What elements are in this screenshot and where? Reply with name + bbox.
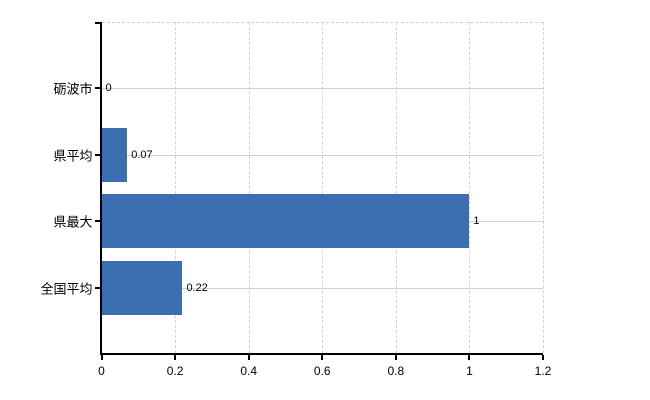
vertical-gridline: [322, 22, 324, 353]
y-tick: [94, 287, 101, 289]
value-label: 0: [105, 82, 112, 94]
x-tick: [321, 355, 324, 360]
category-label: 県最大: [53, 214, 93, 230]
bar: [101, 261, 183, 315]
category-label: 砺波市: [53, 81, 93, 97]
x-tick: [542, 355, 544, 360]
value-label: 0.07: [131, 148, 153, 161]
x-tick-label: 0.8: [387, 364, 405, 378]
y-axis: [99, 22, 102, 355]
value-label: 0.22: [186, 282, 208, 294]
y-tick: [94, 153, 101, 156]
horizontal-gridline: [101, 88, 543, 89]
bar: [101, 127, 128, 182]
x-tick-label: 1.2: [534, 364, 552, 378]
x-tick-label: 0: [98, 364, 105, 378]
value-label: 1: [473, 215, 480, 228]
vertical-gridline: [175, 22, 177, 353]
category-label: 県平均: [53, 148, 93, 164]
x-tick: [468, 355, 471, 360]
vertical-gridline: [248, 22, 250, 353]
y-tick: [94, 87, 101, 89]
x-axis: [99, 353, 543, 355]
vertical-gridline: [395, 22, 397, 353]
x-tick: [247, 355, 250, 360]
x-tick: [100, 355, 103, 360]
horizontal-gridline: [101, 288, 543, 289]
horizontal-gridline: [101, 154, 543, 156]
x-tick: [174, 355, 177, 360]
vertical-gridline: [469, 22, 471, 353]
category-label: 全国平均: [40, 281, 93, 297]
y-axis-top-tick: [94, 22, 101, 24]
bar: [101, 194, 470, 249]
vertical-gridline: [543, 22, 544, 353]
y-tick: [94, 220, 101, 223]
x-tick-label: 0.4: [240, 364, 257, 378]
x-tick: [394, 355, 397, 360]
x-tick-label: 0.6: [313, 364, 331, 378]
x-tick-label: 1: [466, 364, 473, 378]
x-tick-label: 0.2: [166, 364, 184, 378]
